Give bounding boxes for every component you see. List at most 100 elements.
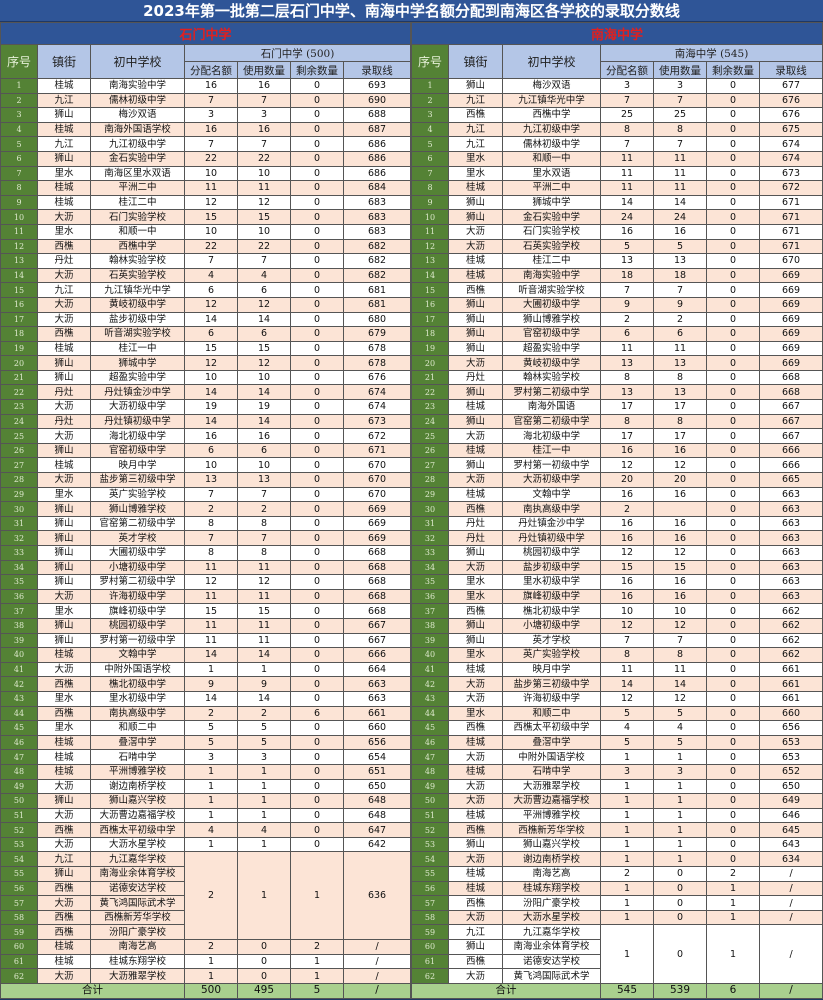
- town-cell: 大沥: [448, 690, 503, 707]
- line-cell: 663: [342, 676, 412, 692]
- school-cell: 谢边南桥学校: [90, 778, 185, 795]
- town-cell: 大沥: [448, 428, 503, 444]
- line-cell: 668: [758, 369, 823, 386]
- town-cell: 大沥: [448, 851, 503, 868]
- table-row: 31 狮山 官窑第二初级中学 8 8 0 669: [0, 515, 412, 532]
- school-cell: 叠滘中学: [90, 734, 185, 751]
- table-row: 47 桂城 石啃中学 3 3 0 654: [0, 749, 412, 765]
- used-cell: 7: [653, 632, 707, 649]
- used-cell: 14: [237, 413, 291, 430]
- school-cell: 小塘初级中学: [502, 617, 601, 634]
- table-row: 57 大沥 黄飞鸿国际武术学: [0, 895, 411, 911]
- town-cell: 狮山: [37, 793, 91, 809]
- remain-cell: 0: [290, 545, 344, 561]
- line-cell: 664: [342, 661, 412, 678]
- town-cell: 里水: [448, 588, 503, 605]
- alloc-cell: 1: [600, 807, 654, 824]
- town-cell: 狮山: [448, 326, 503, 342]
- remain-cell: 0: [706, 763, 760, 780]
- row-number: 7: [411, 165, 449, 182]
- school-cell: 丹灶镇初级中学: [502, 530, 601, 546]
- alloc-cell: 12: [600, 545, 654, 561]
- town-cell: 狮山: [448, 78, 503, 94]
- row-number: 46: [411, 734, 449, 751]
- table-row: 61 西樵 诺德安达学校: [411, 953, 823, 970]
- line-cell: 663: [758, 530, 823, 546]
- used-cell: 17: [653, 399, 707, 415]
- used-cell: 11: [237, 180, 291, 196]
- table-row: 38 狮山 小塘初级中学 12 12 0 662: [411, 617, 823, 634]
- row-number: 23: [0, 399, 38, 415]
- town-cell: 桂城: [448, 734, 503, 751]
- remain-cell: 6: [290, 705, 344, 722]
- used-cell: 12: [653, 617, 707, 634]
- town-cell: 桂城: [37, 939, 91, 955]
- school-cell: 丹灶镇金沙中学: [90, 384, 185, 401]
- total-row: 合计 545 539 6/: [411, 982, 823, 999]
- line-cell: /: [758, 880, 823, 897]
- alloc-cell: 2: [184, 939, 238, 955]
- town-cell: 狮山: [448, 384, 503, 401]
- alloc-cell: 1: [184, 953, 238, 970]
- header-line: 录取线: [342, 61, 412, 79]
- row-number: 10: [0, 209, 38, 225]
- line-cell: 672: [758, 180, 823, 196]
- alloc-cell: 11: [600, 661, 654, 678]
- town-cell: 狮山: [448, 617, 503, 634]
- row-number: 55: [0, 866, 38, 882]
- town-cell: 西樵: [37, 924, 91, 941]
- school-cell: 平洲博雅学校: [90, 763, 185, 780]
- school-cell: 西樵新芳华学校: [90, 909, 185, 926]
- row-number: 50: [411, 793, 449, 809]
- line-cell: 649: [758, 793, 823, 809]
- remain-cell: 0: [290, 617, 344, 634]
- row-number: 52: [0, 822, 38, 838]
- used-cell: 8: [653, 369, 707, 386]
- remain-cell: 0: [706, 326, 760, 342]
- table-row: 32 狮山 英才学校 7 7 0 669: [0, 530, 412, 546]
- school-cell: 叠滘中学: [502, 734, 601, 751]
- line-cell: 674: [342, 399, 412, 415]
- table-row: 53 狮山 狮山嘉兴学校 1 1 0 643: [411, 836, 823, 853]
- alloc-cell: 11: [600, 180, 654, 196]
- school-cell: 大圃初级中学: [90, 545, 185, 561]
- school-cell: 狮山嘉兴学校: [90, 793, 185, 809]
- town-cell: 大沥: [37, 807, 91, 824]
- used-cell: 11: [237, 559, 291, 576]
- school-cell: 官窑初级中学: [90, 442, 185, 459]
- remain-cell: 0: [290, 253, 344, 269]
- table-row: 62 大沥 黄飞鸿国际武术学: [411, 968, 823, 984]
- line-cell: 634: [758, 851, 823, 868]
- alloc-cell: 1: [184, 763, 238, 780]
- table-row: 13 丹灶 翰林实验学校 7 7 0 682: [0, 253, 412, 269]
- row-number: 53: [411, 836, 449, 853]
- school-cell: 大沥水星学校: [502, 909, 601, 926]
- alloc-cell: 16: [600, 574, 654, 590]
- school-cell: 桂江二中: [502, 253, 601, 269]
- alloc-cell: 11: [600, 150, 654, 167]
- remain-cell: 0: [706, 734, 760, 751]
- table-row: 44 西樵 南执高级中学 2 2 6 661: [0, 705, 412, 722]
- row-number: 28: [411, 472, 449, 488]
- row-number: 8: [411, 180, 449, 196]
- table-row: 49 大沥 谢边南桥学校 1 1 0 650: [0, 778, 412, 795]
- town-cell: 九江: [37, 92, 91, 109]
- table-row: 56 桂城 桂城东翔学校 1 0 1/: [411, 880, 823, 897]
- remain-cell: 0: [290, 661, 344, 678]
- alloc-cell: 15: [184, 209, 238, 225]
- row-number: 20: [0, 355, 38, 371]
- town-cell: 西樵: [448, 282, 503, 298]
- used-cell: 16: [653, 515, 707, 532]
- row-number: 2: [0, 92, 38, 109]
- alloc-cell: 1: [600, 836, 654, 853]
- used-cell: 3: [653, 763, 707, 780]
- remain-cell: 0: [706, 793, 760, 809]
- alloc-cell: 2: [184, 501, 238, 517]
- row-number: 29: [0, 486, 38, 503]
- remain-cell: 0: [706, 647, 760, 663]
- alloc-cell: 13: [600, 253, 654, 269]
- remain-cell: 0: [290, 238, 344, 255]
- table-row: 14 大沥 石英实验学校 4 4 0 682: [0, 267, 412, 284]
- total-alloc: 545: [600, 982, 654, 999]
- used-cell: 1: [653, 778, 707, 795]
